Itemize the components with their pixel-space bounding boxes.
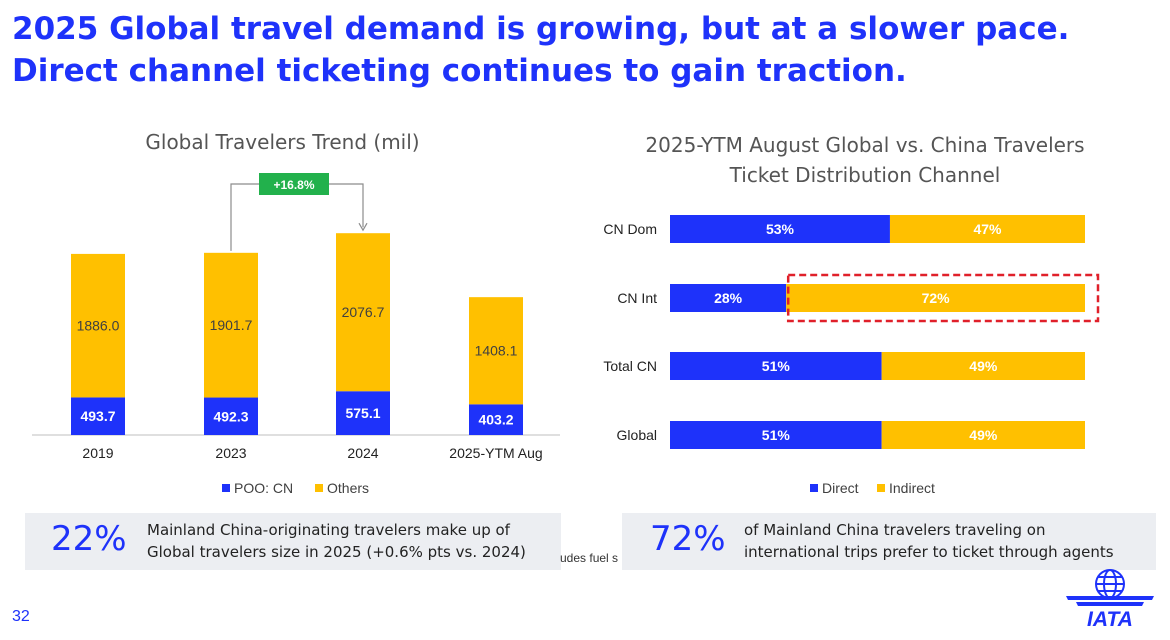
data-label-poo-cn-2: 575.1 [345,405,380,421]
callout-right-line1: of Mainland China travelers traveling on [744,521,1046,539]
data-label-direct-2: 51% [762,358,791,374]
growth-badge [259,173,329,195]
legend-swatch-poo-cn [222,484,230,492]
callout-left-line1: Mainland China-originating travelers mak… [147,521,510,539]
y-tick-label-3: Global [617,427,657,443]
x-tick-label-2: 2024 [347,445,378,461]
data-label-indirect-0: 47% [973,221,1002,237]
footnote-fragment: udes fuel s [560,551,619,565]
callout-left: 22% Mainland China-originating travelers… [25,513,561,570]
hbar-direct-2 [670,352,882,380]
bar-others-0 [71,253,125,398]
data-label-direct-0: 53% [766,221,795,237]
legend-swatch-direct [810,484,818,492]
data-label-indirect-1: 72% [922,290,951,306]
y-tick-label-0: CN Dom [603,221,657,237]
data-label-others-2: 2076.7 [342,304,385,320]
data-label-poo-cn-3: 403.2 [478,412,513,428]
y-tick-label-2: Total CN [603,358,657,374]
callout-right-line2: international trips prefer to ticket thr… [744,543,1114,561]
bar-poo-cn-2 [336,391,390,435]
legend-label-direct: Direct [822,480,859,496]
legend-swatch-indirect [877,484,885,492]
hbar-indirect-0 [889,215,1085,243]
hbar-indirect-3 [881,421,1085,449]
data-label-others-3: 1408.1 [475,343,518,359]
right-chart-title-line2: Ticket Distribution Channel [729,163,1001,187]
legend-label-poo-cn: POO: CN [234,480,293,496]
data-label-poo-cn-0: 493.7 [80,408,115,424]
callout-left-line2: Global travelers size in 2025 (+0.6% pts… [147,543,526,561]
left-chart-title: Global Travelers Trend (mil) [145,130,420,154]
x-tick-label-0: 2019 [82,445,113,461]
hbar-direct-3 [670,421,882,449]
data-label-direct-3: 51% [762,427,791,443]
iata-logo-text: IATA [1087,608,1133,630]
hbar-indirect-2 [881,352,1085,380]
y-tick-label-1: CN Int [617,290,657,306]
legend-swatch-others [315,484,323,492]
hbar-indirect-1 [786,284,1085,312]
right-horizontal-bar-chart: 53% 47% CN Dom 28% 72% CN Int 51% 49% Total CN 51… [603,215,1100,496]
data-label-poo-cn-1: 492.3 [213,408,248,424]
bar-others-3 [469,297,523,405]
data-label-others-0: 1886.0 [77,318,120,334]
page-number: 32 [12,608,30,625]
x-tick-label-1: 2023 [215,445,246,461]
hbar-direct-1 [670,284,787,312]
bar-others-1 [204,252,258,398]
bar-poo-cn-1 [204,397,258,435]
data-label-direct-1: 28% [714,290,743,306]
data-label-indirect-3: 49% [969,427,998,443]
callout-left-percent: 22% [51,519,127,559]
right-chart-title-line1: 2025-YTM August Global vs. China Travele… [645,133,1085,157]
highlight-dashed-box [786,273,1100,323]
callout-right: 72% of Mainland China travelers travelin… [622,513,1156,570]
headline: 2025 Global travel demand is growing, bu… [12,11,1070,89]
x-tick-label-3: 2025-YTM Aug [449,445,542,461]
legend-label-indirect: Indirect [889,480,935,496]
data-label-others-1: 1901.7 [210,317,253,333]
left-stacked-bar-chart: 493.7 1886.0 2019 492.3 1901.7 2023 575.1 2076.… [32,173,560,496]
callout-right-percent: 72% [650,519,726,559]
growth-arrowhead [358,222,368,232]
growth-badge-label: +16.8% [273,178,314,192]
bar-others-2 [336,233,390,392]
legend-label-others: Others [327,480,369,496]
bar-poo-cn-3 [469,404,523,435]
bar-poo-cn-0 [71,397,125,435]
hbar-direct-0 [670,215,890,243]
data-label-indirect-2: 49% [969,358,998,374]
iata-logo: IATA [1066,569,1154,630]
